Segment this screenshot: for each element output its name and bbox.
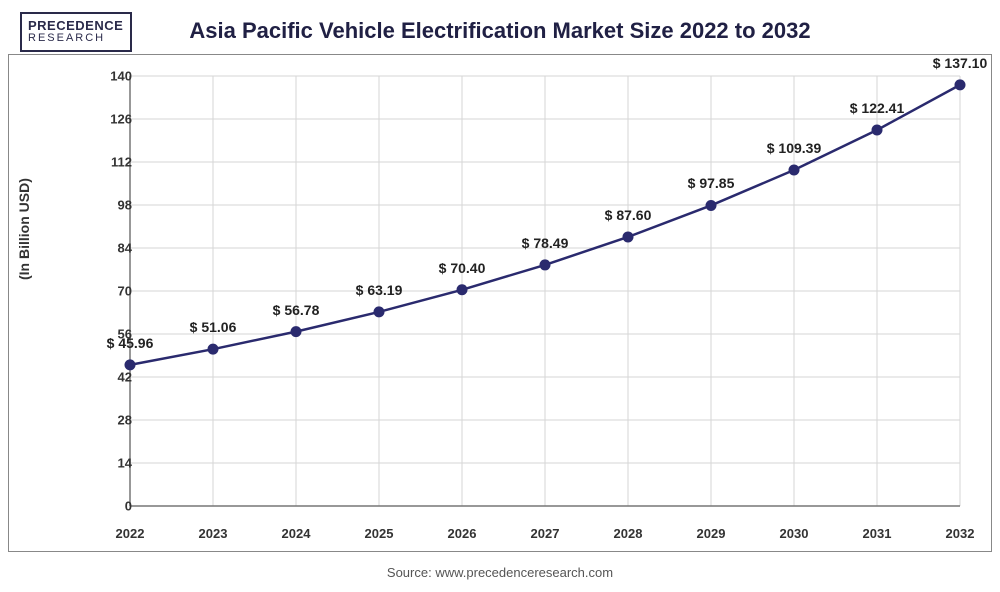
data-label: $ 109.39 <box>767 140 822 156</box>
ytick-label: 28 <box>92 413 132 428</box>
data-label: $ 97.85 <box>688 175 735 191</box>
data-label: $ 45.96 <box>107 335 154 351</box>
y-axis-label: (In Billion USD) <box>16 178 32 280</box>
data-label: $ 51.06 <box>190 319 237 335</box>
ytick-label: 0 <box>92 499 132 514</box>
data-label: $ 122.41 <box>850 100 905 116</box>
data-label: $ 137.10 <box>933 55 988 71</box>
chart-svg <box>70 76 970 506</box>
data-label: $ 63.19 <box>356 282 403 298</box>
data-marker <box>623 231 634 242</box>
data-marker <box>955 79 966 90</box>
data-marker <box>457 284 468 295</box>
data-label: $ 78.49 <box>522 235 569 251</box>
chart-title: Asia Pacific Vehicle Electrification Mar… <box>0 18 1000 44</box>
xtick-label: 2025 <box>365 526 394 541</box>
ytick-label: 98 <box>92 198 132 213</box>
data-marker <box>872 125 883 136</box>
data-marker <box>540 259 551 270</box>
data-marker <box>208 344 219 355</box>
data-marker <box>789 165 800 176</box>
xtick-label: 2023 <box>199 526 228 541</box>
xtick-label: 2026 <box>448 526 477 541</box>
ytick-label: 140 <box>92 69 132 84</box>
data-marker <box>291 326 302 337</box>
xtick-label: 2032 <box>946 526 975 541</box>
data-label: $ 56.78 <box>273 302 320 318</box>
xtick-label: 2027 <box>531 526 560 541</box>
source-text: Source: www.precedenceresearch.com <box>0 565 1000 580</box>
data-label: $ 87.60 <box>605 207 652 223</box>
ytick-label: 42 <box>92 370 132 385</box>
ytick-label: 112 <box>92 155 132 170</box>
xtick-label: 2028 <box>614 526 643 541</box>
data-marker <box>374 306 385 317</box>
xtick-label: 2029 <box>697 526 726 541</box>
ytick-label: 126 <box>92 112 132 127</box>
ytick-label: 14 <box>92 456 132 471</box>
xtick-label: 2030 <box>780 526 809 541</box>
xtick-label: 2022 <box>116 526 145 541</box>
xtick-label: 2024 <box>282 526 311 541</box>
xtick-label: 2031 <box>863 526 892 541</box>
data-label: $ 70.40 <box>439 260 486 276</box>
data-marker <box>706 200 717 211</box>
plot-area: 014284256708498112126140 202220232024202… <box>70 76 970 506</box>
ytick-label: 84 <box>92 241 132 256</box>
ytick-label: 70 <box>92 284 132 299</box>
